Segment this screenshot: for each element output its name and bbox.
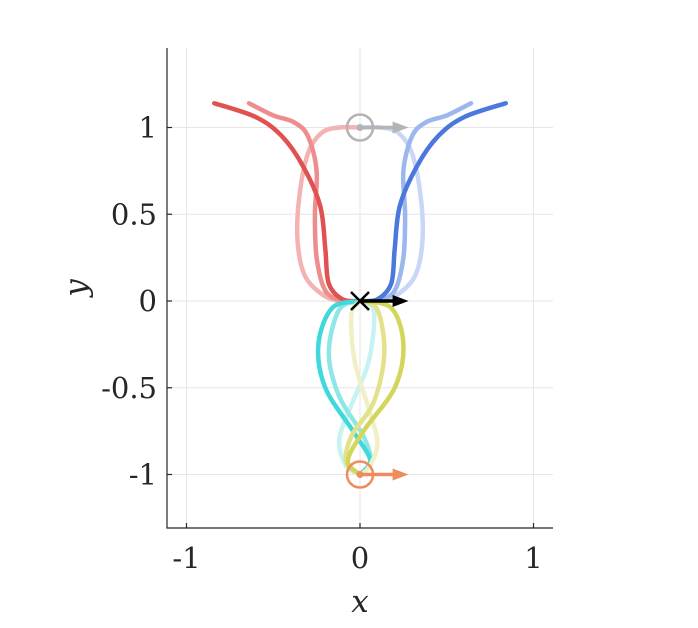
y-tick-label: -0.5 [101,371,157,405]
tick-labels: -1 0 1 1 0.5 0 -0.5 -1 [101,111,543,576]
direction-arrow-head [392,295,409,307]
x-axis-label: x [351,584,369,620]
axes [166,48,553,529]
axis-box [166,48,553,529]
y-tick-label: 0 [139,284,157,318]
y-tick-label: -1 [129,458,157,492]
trajectory-line [357,100,508,304]
x-tick-label: 0 [351,541,369,575]
x-tick-label: 1 [524,541,542,575]
grid [167,48,553,528]
markers [345,113,409,489]
direction-arrow-head [392,468,409,481]
x-tick-label: -1 [172,541,200,575]
y-tick-label: 1 [139,111,157,145]
y-axis-label: y [58,279,94,299]
start-cross-marker [350,291,370,311]
direction-arrow-head [392,121,409,134]
y-tick-label: 0.5 [111,197,157,231]
trajectory-line [345,298,406,477]
trajectory-line [294,124,363,304]
trajectory-line [212,100,363,304]
